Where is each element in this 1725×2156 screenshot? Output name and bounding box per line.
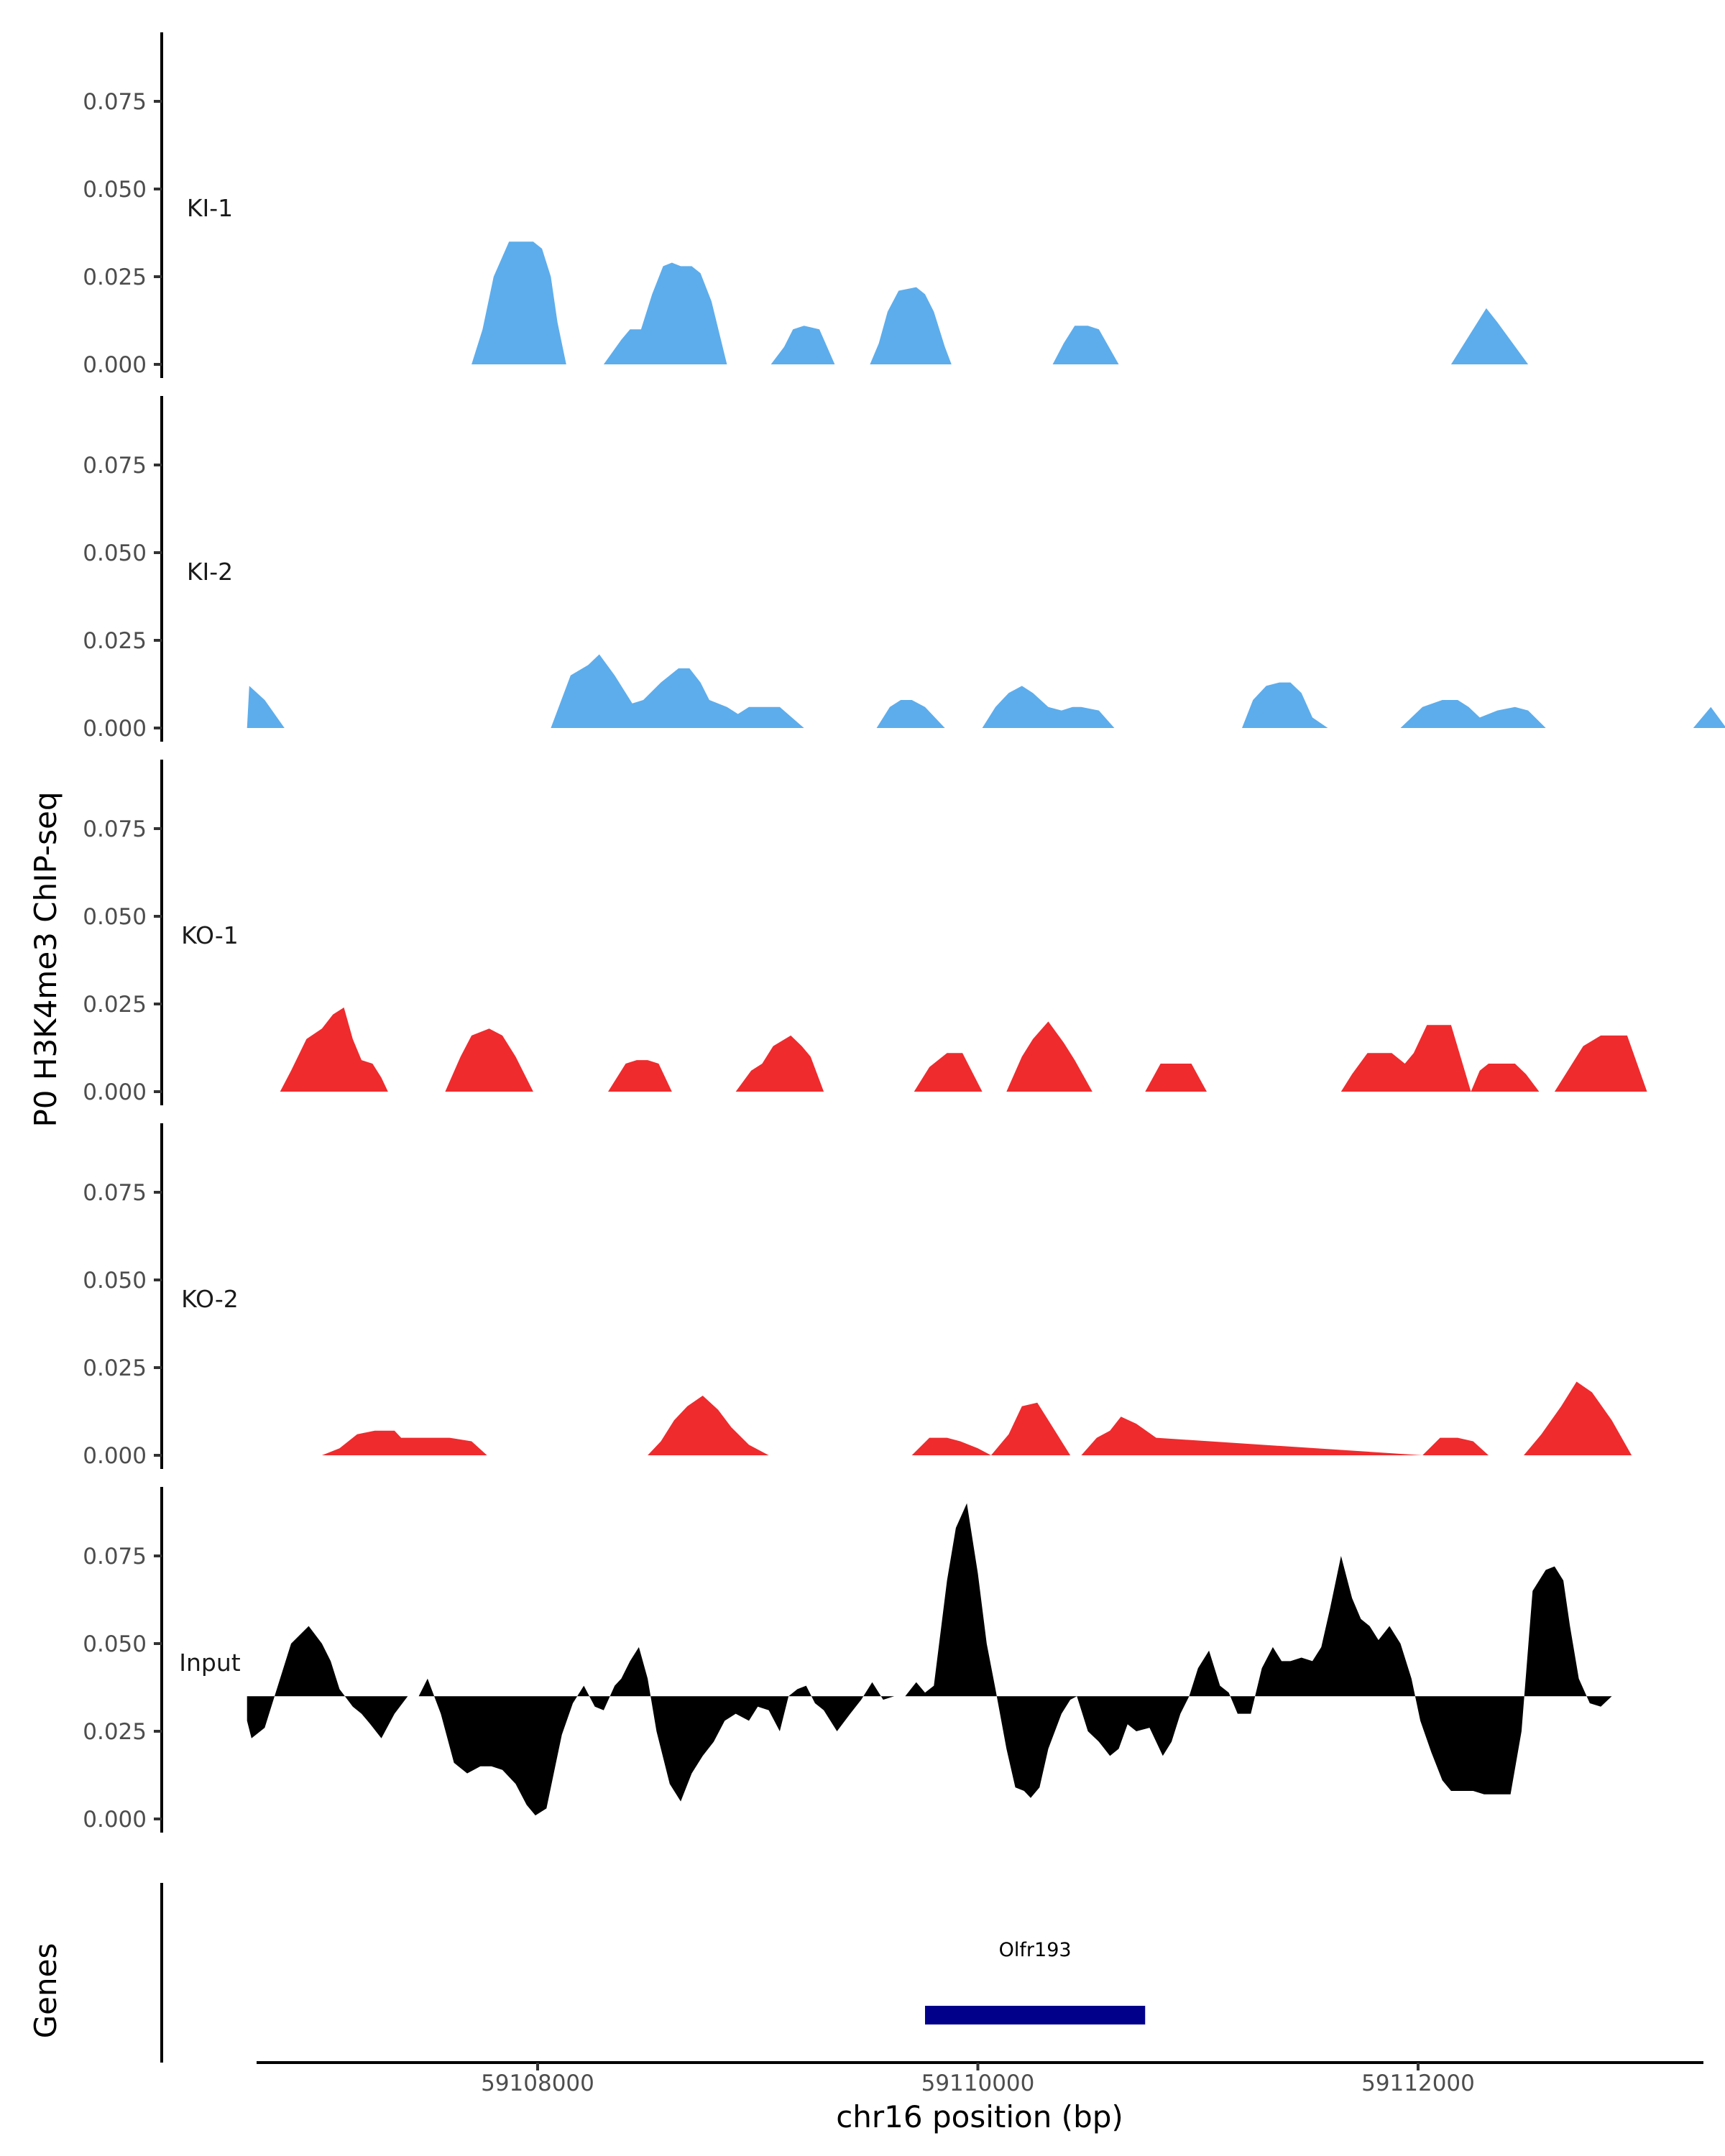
y-tick-label: 0.075 [83, 453, 147, 479]
x-tick-label: 59112000 [1361, 2070, 1475, 2096]
y-tick-label: 0.050 [83, 1631, 147, 1657]
track-label: KI-1 [187, 194, 233, 222]
track-label: Input [179, 1649, 241, 1677]
track-ki-2: 0.000 0.025 0.050 0.075 KI-2 [83, 396, 1725, 742]
signal-area-ki-2 [247, 654, 1725, 728]
x-axis-title: chr16 position (bp) [836, 2099, 1123, 2134]
x-tick-label: 59108000 [481, 2070, 594, 2096]
y-tick-label: 0.025 [83, 628, 147, 654]
y-tick-label: 0.000 [83, 352, 147, 378]
tracks: 0.0000.0250.0500.075KI-10.0000.0250.0500… [83, 32, 1725, 1833]
y-tick-label: 0.000 [83, 716, 147, 742]
track-ki-1: 0.000 0.025 0.050 0.075 KI-1 [83, 32, 1529, 378]
y-tick-label: 0.025 [83, 992, 147, 1018]
gene-marks: Olfr193 [925, 1939, 1146, 2024]
signal-area-ki-1 [472, 241, 1529, 364]
y-tick-label: 0.050 [83, 904, 147, 930]
y-tick-label: 0.000 [83, 1079, 147, 1105]
track-ko-1: 0.000 0.025 0.050 0.075 KO-1 [83, 760, 1647, 1105]
track-ko-2: 0.000 0.025 0.050 0.075 KO-2 [83, 1123, 1693, 1469]
y-tick-label: 0.075 [83, 816, 147, 842]
x-tick-label: 59110000 [921, 2070, 1035, 2096]
y-axis-title: P0 H3K4me3 ChIP-seq [28, 791, 63, 1127]
x-ticks: 59108000 59110000 59112000 [481, 2063, 1475, 2096]
y-tick-label: 0.075 [83, 89, 147, 115]
genes-axis-title: Genes [28, 1943, 63, 2039]
y-tick-label: 0.050 [83, 1268, 147, 1294]
gene-label: Olfr193 [999, 1939, 1072, 1961]
y-tick-label: 0.075 [83, 1544, 147, 1570]
gene-bar [925, 2006, 1146, 2024]
genes-panel: Genes Olfr193 [28, 1883, 1146, 2063]
y-tick-label: 0.000 [83, 1443, 147, 1469]
y-tick-label: 0.025 [83, 1719, 147, 1745]
y-tick-label: 0.050 [83, 540, 147, 566]
y-tick-label: 0.025 [83, 1355, 147, 1381]
track-label: KO-1 [181, 921, 239, 949]
y-tick-label: 0.025 [83, 264, 147, 290]
signal-area-input [247, 1503, 1685, 1816]
track-label: KO-2 [181, 1285, 239, 1313]
y-tick-label: 0.075 [83, 1180, 147, 1206]
x-axis: 59108000 59110000 59112000 chr16 position … [257, 2061, 1703, 2134]
signal-area-ko-1 [280, 1007, 1647, 1092]
y-tick-label: 0.050 [83, 177, 147, 203]
signal-area-ko-2 [321, 1381, 1693, 1455]
track-label: KI-2 [187, 558, 233, 586]
track-input: 0.000 0.025 0.050 0.075 Input [83, 1487, 1685, 1833]
y-tick-label: 0.000 [83, 1807, 147, 1833]
